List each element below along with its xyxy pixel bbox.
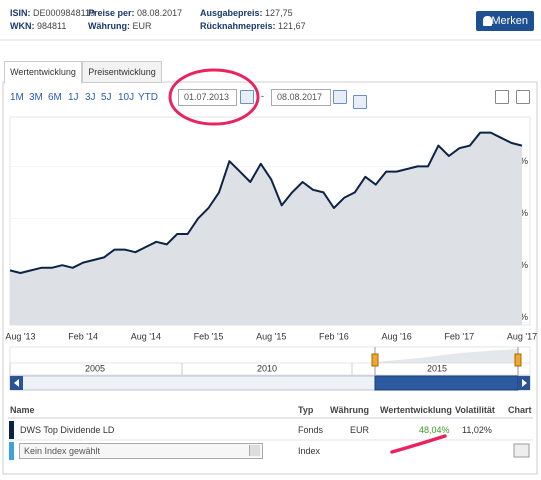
waehrung: Währung: EUR xyxy=(88,21,152,31)
x-tick-label: Aug '13 xyxy=(5,331,35,341)
value: EUR xyxy=(132,21,152,31)
x-tick-label: Aug '14 xyxy=(131,331,161,341)
x-tick-label: Aug '15 xyxy=(256,331,286,341)
date-separator: - xyxy=(261,91,264,101)
ausgabepreis: Ausgabepreis: 127,75 xyxy=(200,8,293,18)
annotation-underline xyxy=(390,434,447,454)
chart-icon[interactable] xyxy=(513,443,530,458)
ruecknahmepreis: Rücknahmepreis: 121,67 xyxy=(200,21,306,31)
apply-icon[interactable] xyxy=(353,95,367,109)
tab-active[interactable]: Wertentwicklung xyxy=(4,61,82,84)
range-button[interactable]: 1M xyxy=(10,92,24,103)
select-value: Kein Index gewählt xyxy=(24,446,101,456)
preise-per: Preise per: 08.08.2017 xyxy=(88,8,182,18)
x-tick-label: Feb '17 xyxy=(444,331,474,341)
person-icon xyxy=(483,16,492,26)
arrow-icon xyxy=(14,379,19,387)
range-button[interactable]: 1J xyxy=(68,92,79,103)
button-label: Merken xyxy=(491,15,528,27)
label: Rücknahmepreis: xyxy=(200,21,276,31)
column-header: Name xyxy=(10,405,35,415)
x-tick-label: Aug '16 xyxy=(381,331,411,341)
range-button[interactable]: 6M xyxy=(48,92,62,103)
x-tick-label: Feb '14 xyxy=(68,331,98,341)
x-tick-label: Aug '17 xyxy=(507,331,537,341)
navigator-year: 2015 xyxy=(427,363,447,373)
cell: 48,04% xyxy=(419,425,450,435)
navigator-handle[interactable] xyxy=(371,353,379,367)
arrow-icon xyxy=(522,379,527,387)
cell: Fonds xyxy=(298,425,324,435)
area xyxy=(10,132,522,325)
range-button[interactable]: 3M xyxy=(29,92,43,103)
scrollbar-thumb[interactable] xyxy=(374,375,519,391)
x-tick-label: Feb '16 xyxy=(319,331,349,341)
calendar-icon[interactable] xyxy=(333,90,347,104)
calendar-icon[interactable] xyxy=(240,90,254,104)
range-button[interactable]: YTD xyxy=(138,92,158,103)
navigator-mini-area xyxy=(375,349,518,363)
merken-button[interactable]: Merken xyxy=(476,11,534,31)
tab[interactable]: Preisentwicklung xyxy=(82,61,162,83)
cell: EUR xyxy=(350,425,370,435)
dropdown-arrow xyxy=(249,445,260,456)
cell: DWS Top Dividende LD xyxy=(20,425,115,435)
series-swatch xyxy=(9,442,14,460)
value: DE0009848119 xyxy=(33,8,95,18)
cell: Index xyxy=(298,446,321,456)
column-header: Währung xyxy=(330,405,369,415)
column-header: Volatilität xyxy=(455,405,495,415)
column-header: Typ xyxy=(298,405,314,415)
range-button[interactable]: 10J xyxy=(118,92,135,103)
export-icon[interactable] xyxy=(516,90,530,104)
value: 127,75 xyxy=(265,8,293,18)
label: ISIN: xyxy=(10,8,31,18)
date-from[interactable]: 01.07.2013 xyxy=(178,89,237,106)
label: Preise per: xyxy=(88,8,135,18)
value: 08.08.2017 xyxy=(137,8,183,18)
annotation-circle xyxy=(168,68,260,126)
range-button[interactable]: 3J xyxy=(85,92,96,103)
navigator-handle[interactable] xyxy=(514,353,522,367)
x-tick-label: Feb '15 xyxy=(194,331,224,341)
isin: ISIN: DE0009848119 xyxy=(10,8,95,18)
value: 121,67 xyxy=(278,21,306,31)
panel xyxy=(2,81,538,475)
line xyxy=(9,131,523,274)
print-icon[interactable] xyxy=(495,90,509,104)
date-to[interactable]: 08.08.2017 xyxy=(271,89,331,106)
navigator-year: 2005 xyxy=(85,363,105,373)
value: 984811 xyxy=(37,21,67,31)
label: WKN: xyxy=(10,21,35,31)
cell: 11,02% xyxy=(462,425,492,435)
label: Währung: xyxy=(88,21,130,31)
series-swatch xyxy=(9,421,14,439)
navigator-year: 2010 xyxy=(257,363,277,373)
column-header: Chart xyxy=(508,405,532,415)
wkn: WKN: 984811 xyxy=(10,21,66,31)
index-select[interactable]: Kein Index gewählt xyxy=(19,443,263,459)
range-button[interactable]: 5J xyxy=(101,92,112,103)
label: Ausgabepreis: xyxy=(200,8,263,18)
column-header: Wertentwicklung xyxy=(380,405,452,415)
